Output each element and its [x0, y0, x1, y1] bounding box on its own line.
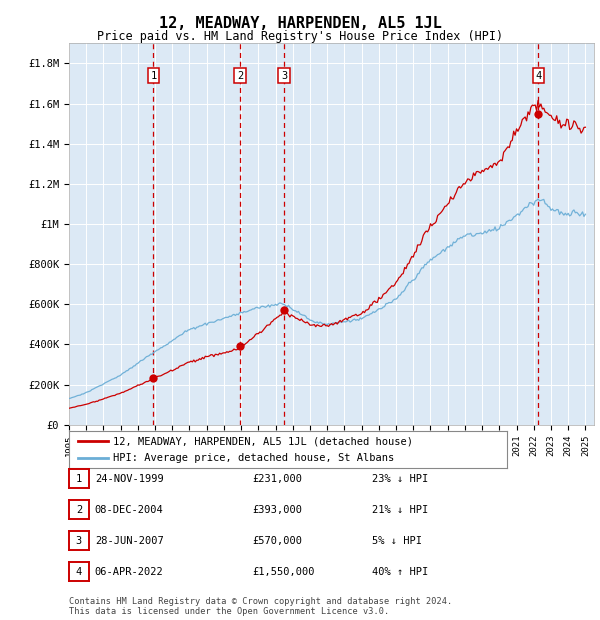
Text: 06-APR-2022: 06-APR-2022: [95, 567, 164, 577]
Text: HPI: Average price, detached house, St Albans: HPI: Average price, detached house, St A…: [113, 453, 394, 463]
Text: 4: 4: [76, 567, 82, 577]
Text: £570,000: £570,000: [252, 536, 302, 546]
Text: 12, MEADWAY, HARPENDEN, AL5 1JL: 12, MEADWAY, HARPENDEN, AL5 1JL: [158, 16, 442, 30]
Text: 28-JUN-2007: 28-JUN-2007: [95, 536, 164, 546]
Text: £1,550,000: £1,550,000: [252, 567, 314, 577]
Text: 40% ↑ HPI: 40% ↑ HPI: [372, 567, 428, 577]
Text: 1: 1: [76, 474, 82, 484]
Text: 2: 2: [76, 505, 82, 515]
Text: 24-NOV-1999: 24-NOV-1999: [95, 474, 164, 484]
Text: 3: 3: [76, 536, 82, 546]
Text: £231,000: £231,000: [252, 474, 302, 484]
Text: 23% ↓ HPI: 23% ↓ HPI: [372, 474, 428, 484]
Text: Price paid vs. HM Land Registry's House Price Index (HPI): Price paid vs. HM Land Registry's House …: [97, 30, 503, 43]
Text: 5% ↓ HPI: 5% ↓ HPI: [372, 536, 422, 546]
Text: £393,000: £393,000: [252, 505, 302, 515]
Text: 4: 4: [535, 71, 541, 81]
Text: 3: 3: [281, 71, 287, 81]
Text: 2: 2: [237, 71, 243, 81]
Text: 12, MEADWAY, HARPENDEN, AL5 1JL (detached house): 12, MEADWAY, HARPENDEN, AL5 1JL (detache…: [113, 436, 413, 446]
Text: 1: 1: [150, 71, 157, 81]
Text: This data is licensed under the Open Government Licence v3.0.: This data is licensed under the Open Gov…: [69, 607, 389, 616]
Text: 08-DEC-2004: 08-DEC-2004: [95, 505, 164, 515]
Text: Contains HM Land Registry data © Crown copyright and database right 2024.: Contains HM Land Registry data © Crown c…: [69, 597, 452, 606]
Text: 21% ↓ HPI: 21% ↓ HPI: [372, 505, 428, 515]
